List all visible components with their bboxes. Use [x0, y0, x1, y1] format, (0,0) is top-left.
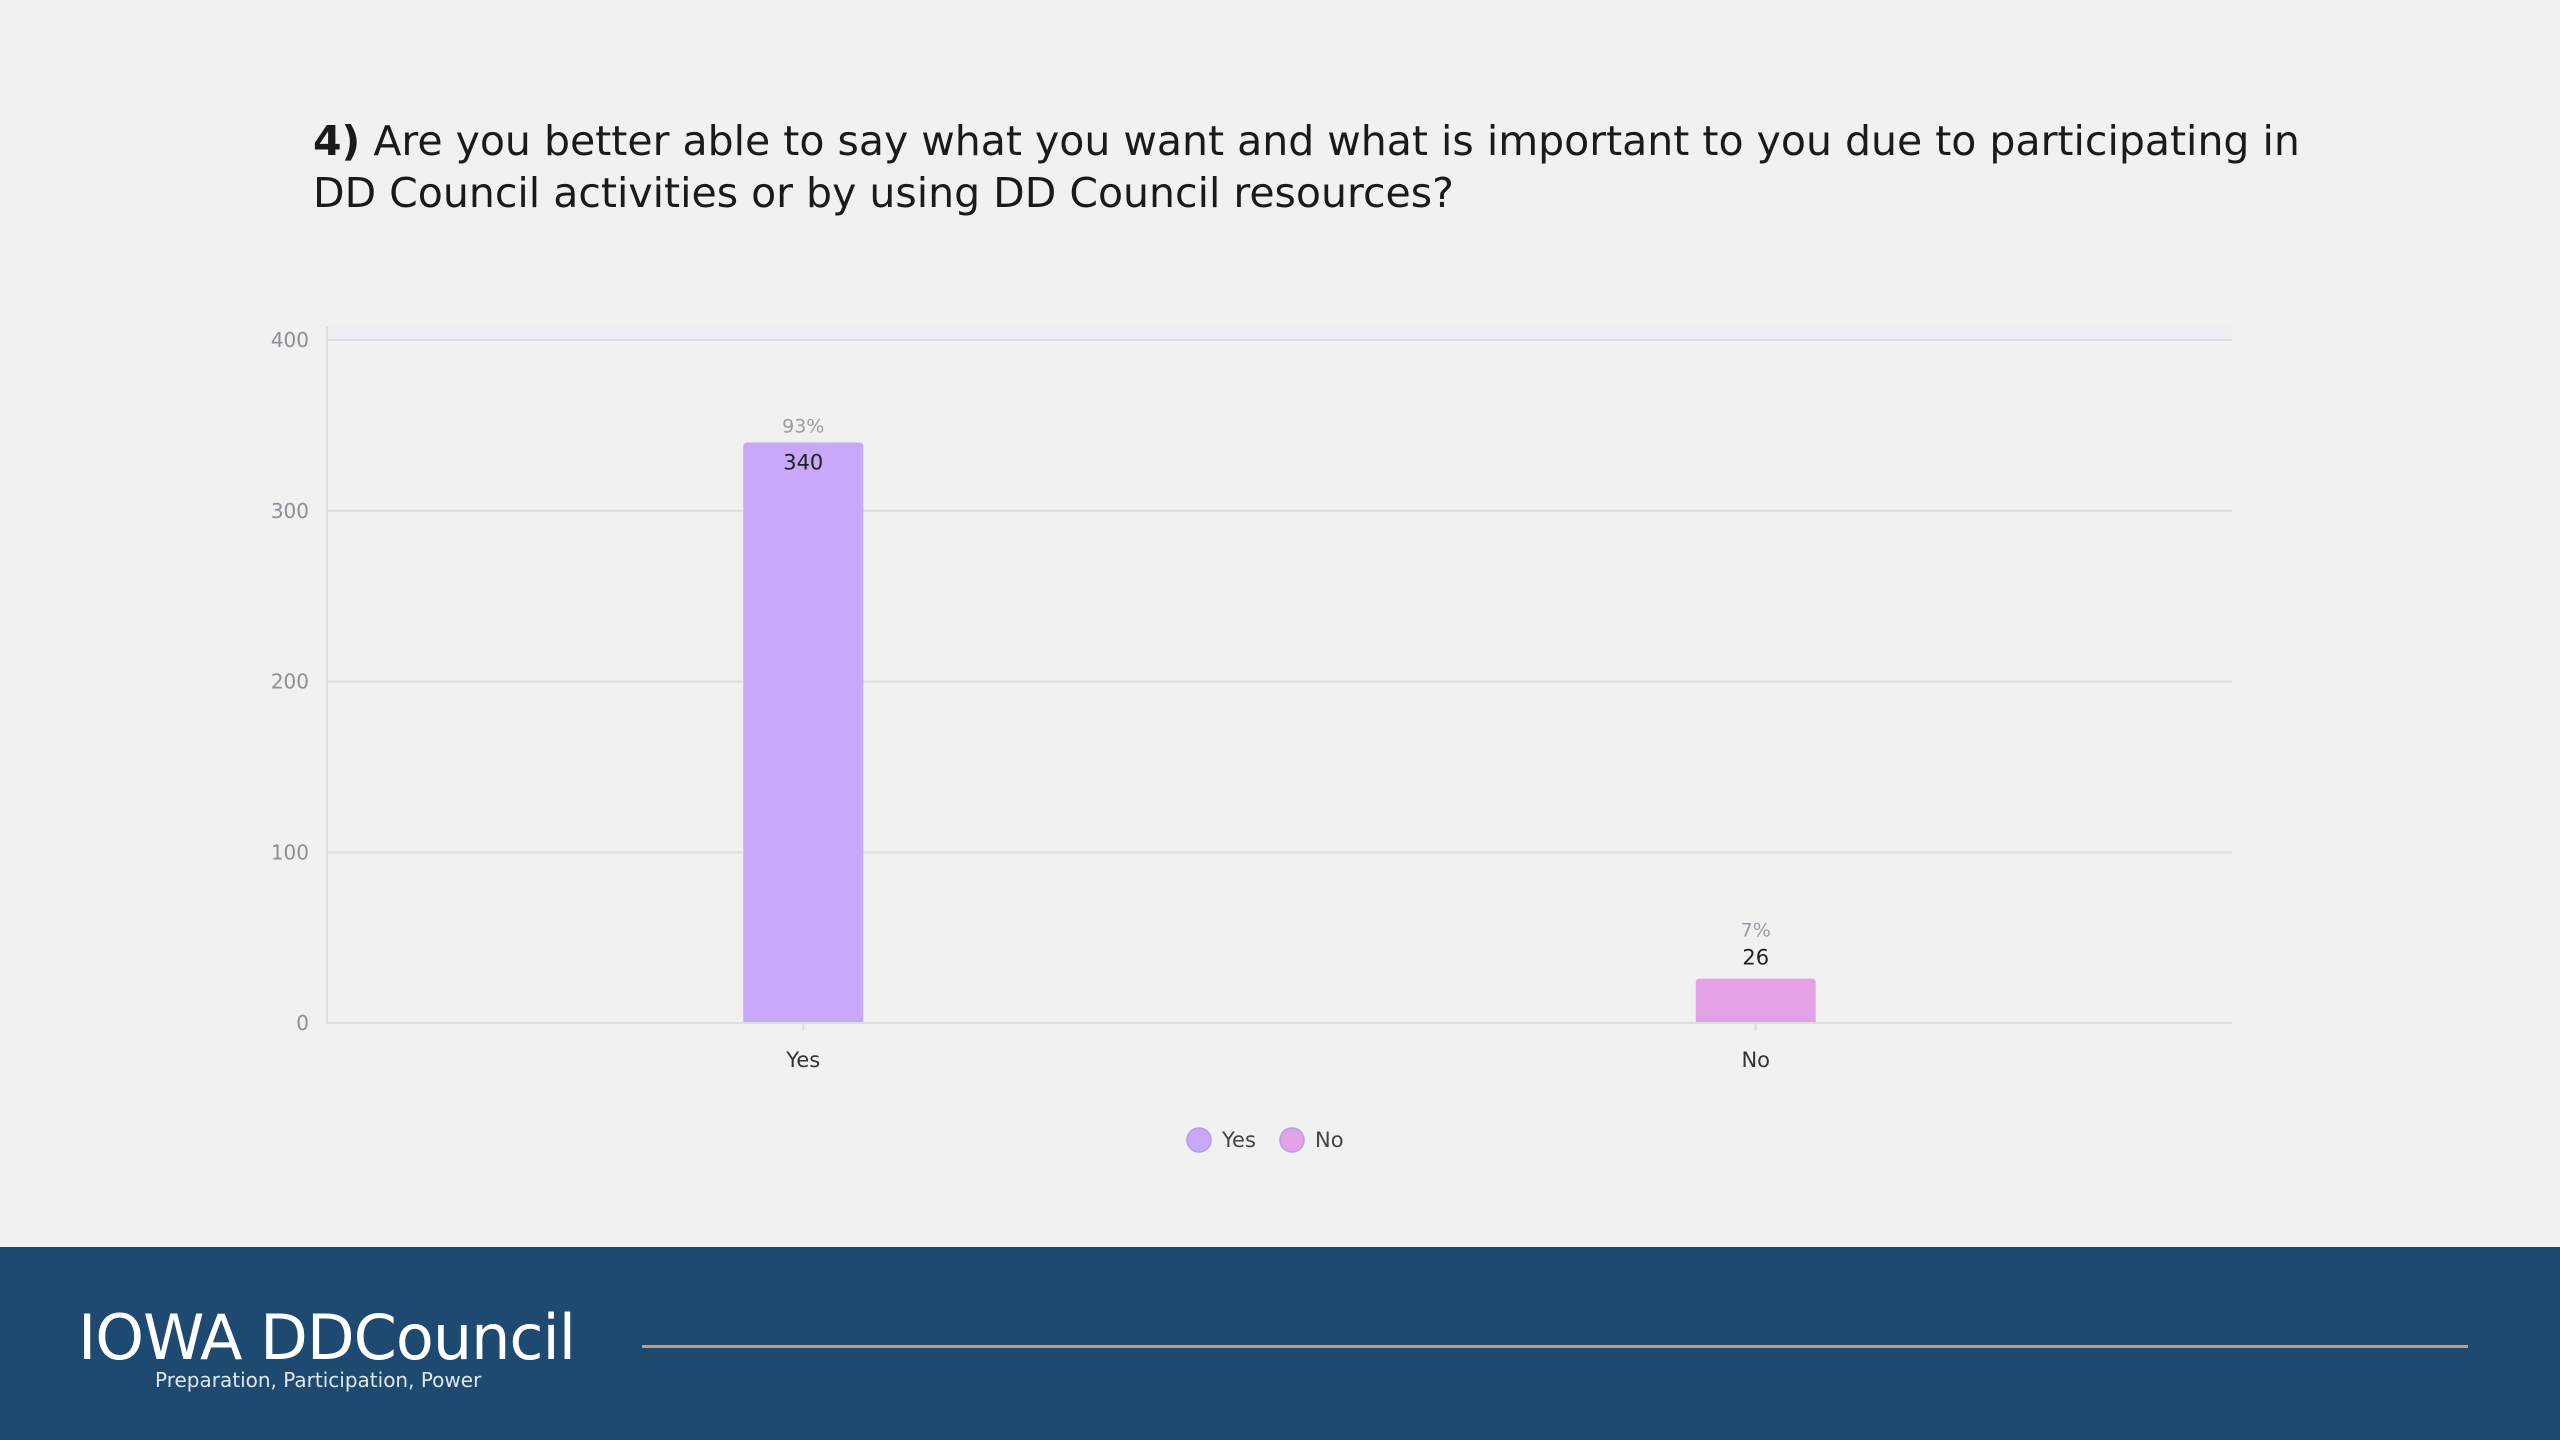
- x-tick-label: No: [1741, 1048, 1770, 1072]
- x-tick-label: Yes: [785, 1048, 820, 1072]
- question-heading: 4) Are you better able to say what you w…: [313, 115, 2313, 219]
- y-tick-label: 200: [271, 670, 309, 694]
- legend-swatch-no: [1279, 1127, 1305, 1153]
- question-text: Are you better able to say what you want…: [313, 117, 2300, 217]
- plot-top-band: [327, 326, 2232, 340]
- bar-percent-label: 93%: [782, 415, 824, 437]
- y-tick-label: 0: [296, 1011, 309, 1035]
- legend-swatch-yes: [1186, 1127, 1212, 1153]
- org-logo-text: IOWA DDCouncil: [78, 1301, 576, 1374]
- question-number: 4): [313, 117, 361, 165]
- bar-yes: [743, 442, 864, 1023]
- org-tagline: Preparation, Participation, Power: [155, 1368, 482, 1392]
- bar-percent-label: 7%: [1741, 920, 1771, 942]
- bar-value-label: 340: [783, 450, 823, 474]
- y-tick-label: 300: [271, 499, 309, 523]
- bar-chart: 0 100 200 300 400 340 93% Yes 26 7% No Yes No: [271, 326, 2232, 1153]
- footer-bar: IOWA DDCouncil Preparation, Participatio…: [0, 1247, 2560, 1440]
- legend-label-yes: Yes: [1221, 1128, 1256, 1152]
- footer-divider-line: [642, 1345, 2468, 1348]
- legend-label-no: No: [1315, 1128, 1344, 1152]
- bar-no: [1695, 978, 1816, 1023]
- bar-value-label: 26: [1742, 946, 1769, 970]
- y-tick-label: 400: [271, 328, 309, 352]
- y-tick-label: 100: [271, 840, 309, 864]
